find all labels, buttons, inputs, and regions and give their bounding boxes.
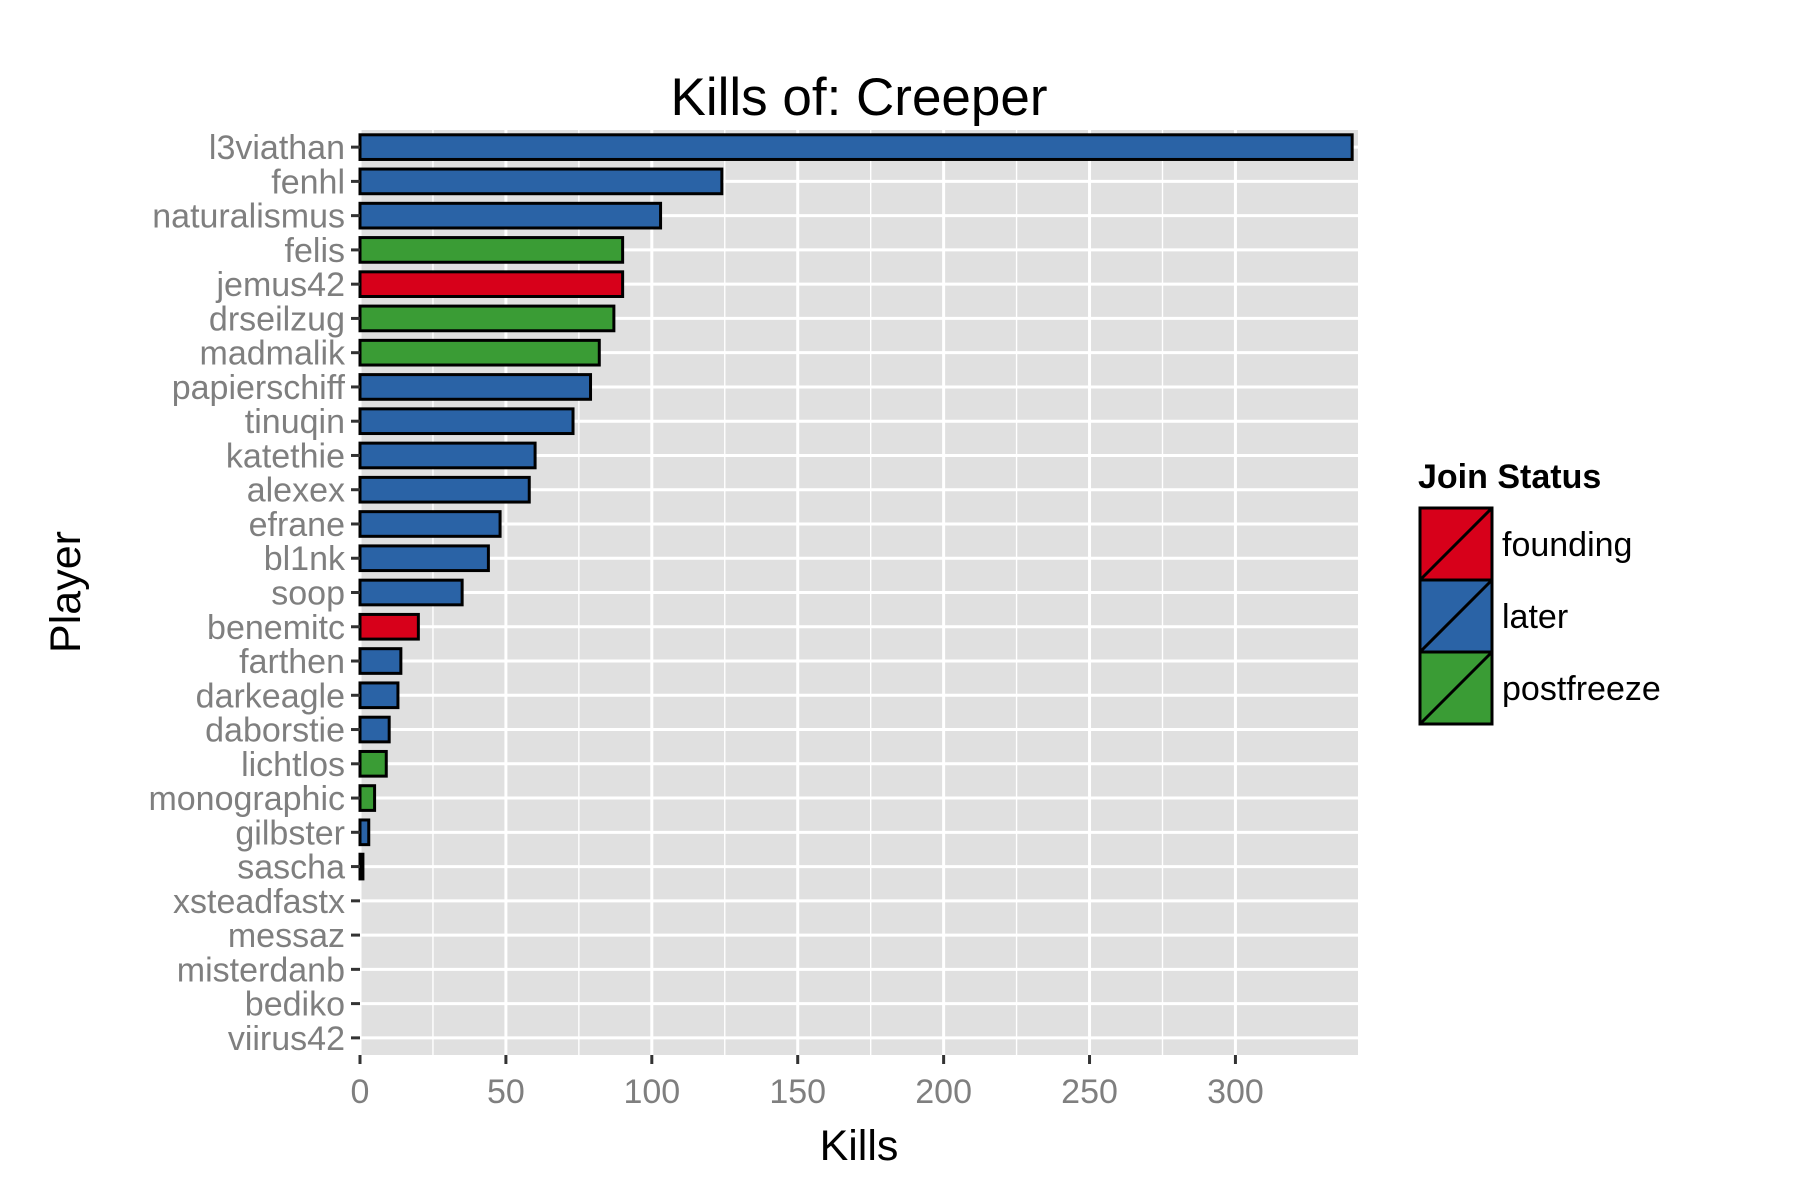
x-tick-label: 300 bbox=[1207, 1073, 1264, 1111]
y-tick-label: drseilzug bbox=[209, 300, 345, 338]
x-tick-label: 0 bbox=[351, 1073, 370, 1111]
x-tick-label: 50 bbox=[487, 1073, 525, 1111]
y-tick-label: alexex bbox=[247, 472, 345, 510]
x-tick-label: 200 bbox=[915, 1073, 972, 1111]
y-tick-label: bl1nk bbox=[264, 540, 346, 578]
bar-drseilzug bbox=[358, 304, 616, 333]
legend-item-postfreeze: postfreeze bbox=[1418, 650, 1661, 726]
bar-farthen bbox=[358, 647, 403, 675]
y-tick-label: messaz bbox=[228, 917, 345, 955]
y-tick-label: xsteadfastx bbox=[173, 883, 345, 921]
bar-efrane bbox=[358, 510, 502, 538]
y-tick-label: soop bbox=[271, 575, 345, 613]
y-tick-label: darkeagle bbox=[196, 677, 345, 715]
bar-sascha bbox=[358, 852, 365, 881]
y-tick-label: papierschiff bbox=[172, 369, 346, 407]
y-tick-label: katethie bbox=[226, 437, 345, 475]
x-axis: 0 50 100 150 200 250 300 bbox=[351, 1055, 1264, 1111]
y-axis-title: Player bbox=[42, 531, 90, 653]
y-tick-label: daborstie bbox=[205, 712, 345, 750]
legend-swatch-slash bbox=[1418, 650, 1494, 726]
legend: Join Status founding later postfreeze bbox=[1418, 458, 1661, 726]
legend-keys: founding later postfreeze bbox=[1418, 506, 1661, 726]
bar-gilbster bbox=[358, 818, 371, 847]
bar-l3viathan bbox=[358, 133, 1354, 161]
x-tick-label: 100 bbox=[623, 1073, 680, 1111]
bar-benemitc bbox=[358, 612, 420, 641]
y-tick-label: bediko bbox=[245, 986, 345, 1024]
y-tick-label: felis bbox=[285, 232, 345, 270]
y-tick-label: sascha bbox=[237, 849, 345, 887]
legend-swatch-slash bbox=[1418, 506, 1494, 582]
y-tick-label: jemus42 bbox=[215, 266, 345, 304]
legend-title: Join Status bbox=[1418, 458, 1601, 496]
y-tick-label: madmalik bbox=[200, 335, 346, 373]
legend-label: later bbox=[1502, 598, 1568, 636]
y-axis: l3viathanfenhlnaturalismusfelisjemus42dr… bbox=[148, 129, 360, 1058]
x-axis-title: Kills bbox=[820, 1122, 899, 1170]
y-tick-label: l3viathan bbox=[209, 129, 345, 167]
legend-item-founding: founding bbox=[1418, 506, 1632, 582]
bar-jemus42 bbox=[358, 270, 625, 299]
y-tick-label: tinuqin bbox=[245, 403, 345, 441]
legend-label: founding bbox=[1502, 526, 1632, 564]
legend-swatch-slash bbox=[1418, 578, 1494, 654]
y-tick-label: farthen bbox=[239, 643, 345, 681]
chart-title: Kills of: Creeper bbox=[670, 68, 1047, 127]
bar-madmalik bbox=[358, 338, 601, 367]
y-tick-label: efrane bbox=[249, 506, 345, 544]
y-tick-label: fenhl bbox=[271, 163, 345, 201]
bar-felis bbox=[358, 236, 625, 264]
bar-darkeagle bbox=[358, 681, 400, 710]
bar-papierschiff bbox=[358, 373, 593, 401]
bar-naturalismus bbox=[358, 201, 663, 230]
bar-alexex bbox=[358, 475, 531, 504]
bars bbox=[358, 133, 1354, 881]
bar-soop bbox=[358, 578, 464, 607]
y-tick-label: viirus42 bbox=[228, 1020, 345, 1058]
bar-tinuqin bbox=[358, 407, 575, 436]
y-tick-label: misterdanb bbox=[177, 951, 345, 989]
y-tick-label: gilbster bbox=[235, 814, 345, 852]
legend-item-later: later bbox=[1418, 578, 1568, 654]
bar-monographic bbox=[358, 784, 377, 812]
y-tick-label: monographic bbox=[148, 780, 345, 818]
bar-lichtlos bbox=[358, 749, 388, 778]
legend-label: postfreeze bbox=[1502, 670, 1661, 708]
x-tick-label: 150 bbox=[769, 1073, 826, 1111]
y-tick-label: benemitc bbox=[207, 609, 345, 647]
y-tick-label: naturalismus bbox=[152, 198, 345, 236]
bar-katethie bbox=[358, 441, 537, 470]
bar-fenhl bbox=[358, 167, 724, 196]
bar-daborstie bbox=[358, 715, 391, 744]
x-tick-label: 250 bbox=[1061, 1073, 1118, 1111]
y-tick-label: lichtlos bbox=[241, 746, 345, 784]
bar-bl1nk bbox=[358, 544, 490, 573]
